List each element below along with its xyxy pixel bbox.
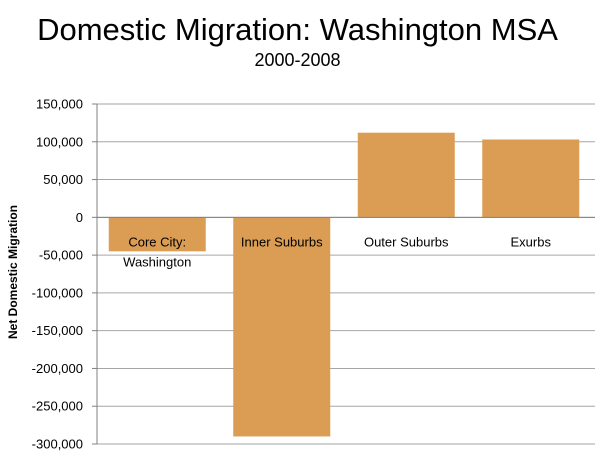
category-label: Washington [123,254,191,269]
y-tick-label: -250,000 [32,399,83,414]
category-label: Inner Suburbs [241,234,323,249]
axes [92,103,595,445]
y-tick-label: 150,000 [36,97,83,112]
y-tick-label: -200,000 [32,361,83,376]
y-tick-label: -300,000 [32,437,83,452]
y-tick-label: -150,000 [32,323,83,338]
bars [108,132,580,437]
bar [357,132,455,218]
chart-subtitle: 2000-2008 [254,50,341,70]
y-tick-label: 50,000 [43,172,83,187]
bar [482,139,580,218]
category-label: Exurbs [511,234,552,249]
chart-title: Domestic Migration: Washington MSA [37,12,558,47]
y-axis-title: Net Domestic Migration [6,205,20,339]
bar [233,217,331,437]
y-tick-label: 0 [76,210,83,225]
labels: 150,000 100,000 50,000 0 -50,000 -100,000 -150… [6,97,551,452]
gridlines [97,103,595,445]
y-tick-label: -50,000 [39,248,83,263]
category-label: Outer Suburbs [364,234,449,249]
bar [108,217,206,252]
y-tick-label: -100,000 [32,285,83,300]
y-tick-label: 100,000 [36,134,83,149]
category-label: Core City: [128,234,186,249]
